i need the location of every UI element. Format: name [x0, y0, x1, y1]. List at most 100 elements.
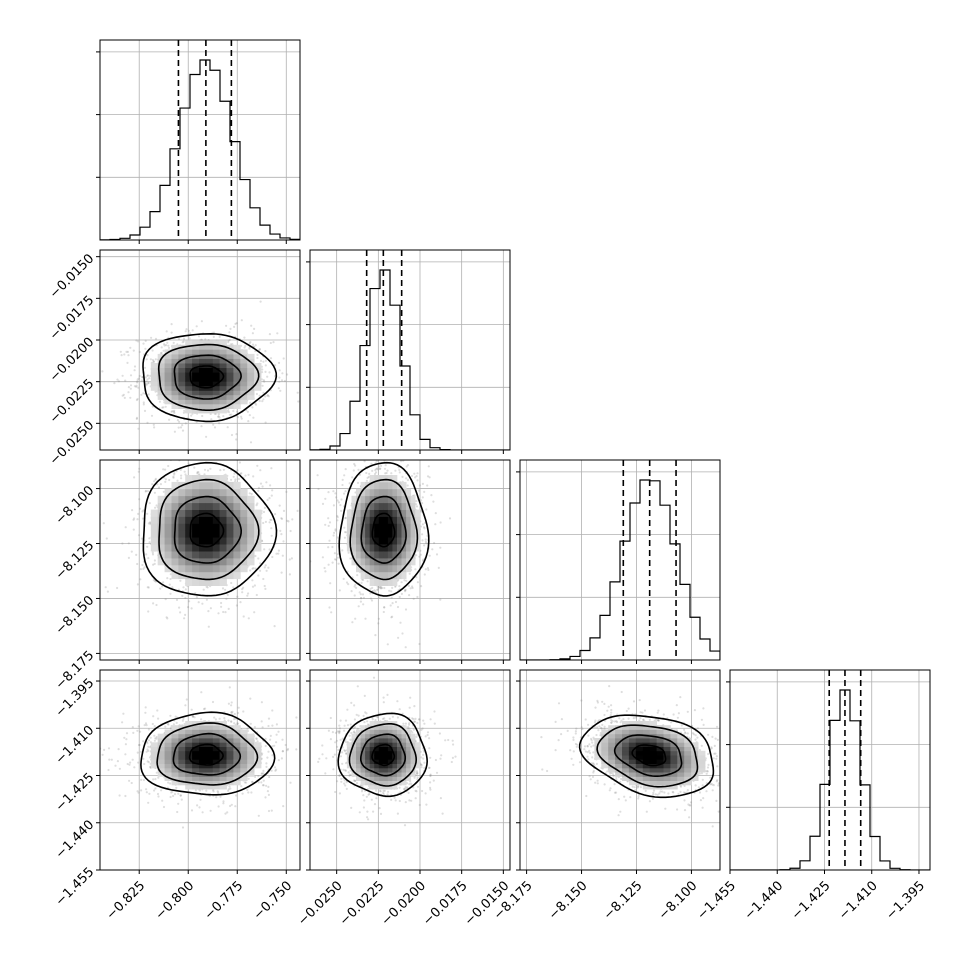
scatter-point [142, 567, 145, 571]
scatter-point [256, 740, 259, 743]
density-cell [378, 502, 384, 510]
histogram-panel-0 [96, 39, 301, 244]
scatter-point [195, 596, 198, 599]
density-cell [378, 551, 384, 559]
scatter-point [334, 528, 337, 531]
scatter-point [128, 763, 131, 766]
density-cell [240, 495, 248, 504]
contour-line [157, 343, 260, 411]
scatter-point [278, 376, 281, 379]
scatter-point [169, 577, 172, 581]
density-cell [164, 558, 172, 566]
scatter-point [170, 410, 173, 413]
scatter-point [280, 517, 284, 521]
scatter-point [250, 492, 253, 496]
scatter-point [354, 583, 357, 586]
scatter-point [235, 438, 238, 441]
scatter-point [303, 743, 305, 745]
scatter-point [263, 380, 266, 383]
scatter-point [246, 410, 249, 413]
scatter-point [286, 519, 289, 522]
scatter-point [386, 643, 389, 646]
density-cell [374, 530, 380, 538]
density-cell [387, 530, 393, 538]
density-cell [378, 516, 384, 524]
contour-line [360, 495, 407, 564]
scatter-point [257, 574, 260, 577]
density-cell [185, 544, 193, 552]
contour-line [189, 512, 225, 548]
scatter-point [162, 349, 165, 352]
density-cell [254, 516, 262, 524]
scatter-point [434, 523, 437, 526]
scatter-point [147, 522, 150, 525]
density-cell [240, 399, 248, 405]
scatter-point [253, 327, 256, 330]
scatter-point [106, 590, 109, 593]
scatter-point [409, 587, 412, 590]
density-cell [415, 523, 421, 531]
density-cell [192, 544, 200, 552]
density-cell [356, 564, 361, 573]
density-cell [178, 551, 186, 559]
density-cell [226, 349, 234, 355]
density-cell [247, 530, 255, 538]
density-cell [199, 544, 207, 552]
density-cell [356, 558, 361, 566]
scatter-point [153, 480, 156, 483]
density-cell [171, 385, 179, 391]
density-cell [178, 530, 186, 538]
scatter-point [132, 349, 135, 352]
scatter-point [249, 441, 253, 444]
density-cell [212, 571, 221, 580]
density-cell [212, 363, 221, 368]
density-cell [365, 530, 370, 538]
scatter-point [390, 472, 393, 475]
scatter-point [118, 794, 121, 797]
scatter-point [386, 444, 388, 446]
density-cell [369, 495, 375, 504]
density-cell [205, 344, 214, 350]
density-cell [150, 509, 159, 517]
density-cell [233, 385, 241, 391]
scatter-point [130, 550, 133, 553]
scatter-point [377, 622, 380, 625]
density-cell [178, 376, 186, 382]
scatter-point [147, 586, 150, 589]
density-cell [240, 367, 248, 373]
density-cell [356, 488, 361, 497]
density-cell [157, 530, 165, 538]
scatter-point [274, 513, 277, 516]
density-cell [171, 509, 179, 517]
scatter-point [251, 567, 254, 570]
scatter-point [145, 724, 148, 727]
scatter-point [363, 430, 365, 432]
scatter-point [151, 551, 154, 554]
scatter-point [116, 586, 119, 590]
scatter-point [183, 409, 186, 412]
density-cell [401, 558, 407, 566]
density-cell [205, 372, 214, 377]
scatter-point [377, 617, 380, 620]
scatter-point [357, 457, 359, 459]
scatter-point [142, 342, 145, 345]
scatter-point [291, 518, 294, 521]
scatter-point [238, 461, 241, 464]
density-cell [374, 475, 380, 483]
scatter-point [163, 343, 166, 346]
panel-frame [309, 249, 511, 451]
density-cell [410, 544, 416, 552]
density-cell [185, 353, 193, 359]
scatter-point [252, 416, 255, 419]
scatter-point [328, 521, 332, 524]
scatter-point [125, 350, 128, 353]
density-cell [212, 408, 221, 414]
scatter-point [232, 475, 235, 478]
density-cell [247, 367, 255, 373]
scatter-point [197, 335, 201, 338]
scatter-point [353, 462, 356, 466]
density-cell [199, 390, 207, 396]
density-cell [233, 544, 241, 552]
density-cell [192, 399, 200, 405]
